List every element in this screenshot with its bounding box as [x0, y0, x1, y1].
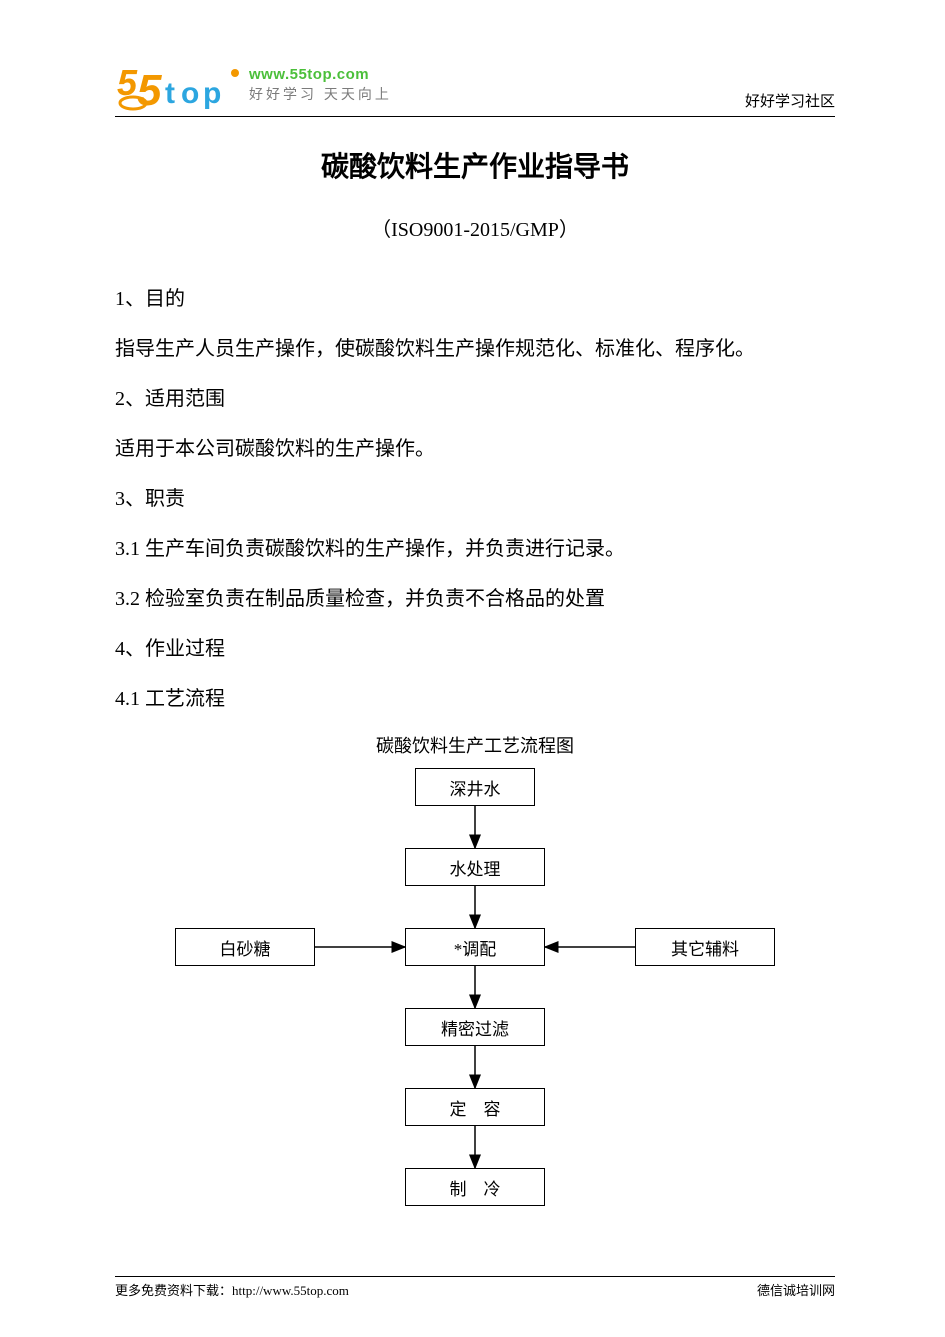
footer-left: 更多免费资料下载：http://www.55top.com	[115, 1280, 349, 1299]
document-title: 碳酸饮料生产作业指导书	[115, 145, 835, 185]
section-3-1: 3.1 生产车间负责碳酸饮料的生产操作，并负责进行记录。	[115, 524, 835, 574]
svg-text:t: t	[165, 77, 175, 110]
flowchart-title: 碳酸饮料生产工艺流程图	[115, 732, 835, 758]
section-3-heading: 3、职责	[115, 474, 835, 524]
flow-node-n1: 深井水	[415, 768, 535, 806]
svg-text:5: 5	[137, 66, 162, 113]
section-1-heading: 1、目的	[115, 274, 835, 324]
document-body: 1、目的 指导生产人员生产操作，使碳酸饮料生产操作规范化、标准化、程序化。 2、…	[115, 274, 835, 724]
footer-right: 德信诚培训网	[757, 1280, 835, 1299]
section-2-heading: 2、适用范围	[115, 374, 835, 424]
section-3-2: 3.2 检验室负责在制品质量检查，并负责不合格品的处置	[115, 574, 835, 624]
page-header: 5 5 t o p www.55top.com 好好学习 天天向上 好好学习社区	[115, 55, 835, 117]
section-2-body: 适用于本公司碳酸饮料的生产操作。	[115, 424, 835, 474]
flow-node-n6: 精密过滤	[405, 1008, 545, 1046]
flowchart-arrows	[115, 768, 835, 1228]
header-slogan: 好好学习 天天向上	[249, 85, 392, 103]
logo-text: www.55top.com 好好学习 天天向上	[249, 65, 392, 103]
document-subtitle: （ISO9001-2015/GMP）	[115, 213, 835, 242]
svg-text:o: o	[181, 77, 199, 110]
page-footer: 更多免费资料下载：http://www.55top.com 德信诚培训网	[115, 1276, 835, 1299]
flow-node-n7: 定 容	[405, 1088, 545, 1126]
flow-node-n2: 水处理	[405, 848, 545, 886]
section-1-body: 指导生产人员生产操作，使碳酸饮料生产操作规范化、标准化、程序化。	[115, 324, 835, 374]
flow-node-n4: 白砂糖	[175, 928, 315, 966]
page: 5 5 t o p www.55top.com 好好学习 天天向上 好好学习社区…	[0, 0, 945, 1337]
flow-node-n3: *调配	[405, 928, 545, 966]
section-4-heading: 4、作业过程	[115, 624, 835, 674]
logo-block: 5 5 t o p www.55top.com 好好学习 天天向上	[115, 55, 392, 113]
header-right-text: 好好学习社区	[745, 90, 835, 113]
header-url: www.55top.com	[249, 65, 392, 85]
section-4-1: 4.1 工艺流程	[115, 674, 835, 724]
svg-text:p: p	[203, 77, 221, 110]
flowchart: 深井水水处理 *调配 白砂糖 其它辅料精密过滤定 容制 冷	[115, 768, 835, 1228]
flow-node-n8: 制 冷	[405, 1168, 545, 1206]
logo-icon: 5 5 t o p	[115, 55, 245, 113]
flow-node-n5: 其它辅料	[635, 928, 775, 966]
